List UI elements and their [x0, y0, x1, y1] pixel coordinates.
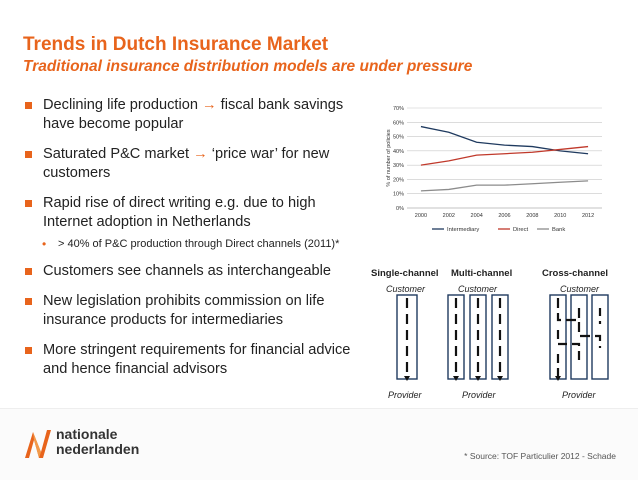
y-tick-label: 20% [393, 177, 404, 183]
sub-bullet-text: > 40% of P&C production through Direct c… [58, 238, 340, 250]
bullet-text: Saturated P&C market [43, 146, 194, 162]
bullet-text-after: ‘price war’ for new customers [43, 146, 330, 181]
y-tick-label: 40% [393, 149, 404, 155]
x-tick-label: 2010 [554, 213, 566, 219]
single-provider-label: Provider [388, 390, 423, 400]
bullet-square-icon [25, 151, 32, 158]
arrowheads [404, 376, 561, 381]
lion-logo-icon [25, 430, 51, 458]
x-tick-label: 2002 [443, 213, 455, 219]
slide-subtitle: Traditional insurance distribution model… [23, 58, 473, 75]
arrow-right-icon: → [193, 146, 208, 162]
x-tick-label: 2008 [526, 213, 538, 219]
x-tick-label: 2000 [415, 213, 427, 219]
cross-channel-title: Cross-channel [542, 268, 608, 279]
cross-provider-label: Provider [562, 390, 597, 400]
bullet-advice: More stringent requirements for financia… [23, 341, 368, 379]
series-line-intermediary [420, 125, 589, 155]
logo-line-1: nationale [56, 426, 118, 442]
bullet-text: Declining life production [43, 97, 202, 113]
multi-channel-title: Multi-channel [451, 268, 512, 279]
x-tick-label: 2004 [471, 213, 483, 219]
legend-label-bank: Bank [552, 227, 565, 233]
source-note: * Source: TOF Particulier 2012 - Schade [464, 451, 616, 461]
sub-bullet-dot-icon: • [42, 237, 47, 251]
bullet-square-icon [25, 102, 32, 109]
x-tick-label: 2012 [582, 213, 594, 219]
y-axis-label: % of number of policies [386, 129, 392, 186]
footer-band [0, 408, 638, 480]
cross-customer-label: Customer [560, 284, 600, 294]
single-channel-title: Single-channel [371, 268, 439, 279]
bullet-pc-market: Saturated P&C market → ‘price war’ for n… [23, 145, 368, 183]
arrow-right-icon: → [202, 97, 217, 113]
bullet-square-icon [25, 297, 32, 305]
channel-arrows [405, 298, 602, 376]
y-tick-label: 70% [393, 106, 404, 112]
bullet-square-icon [25, 200, 32, 207]
bullet-text-after: fiscal bank savings have become popular [43, 97, 344, 132]
slide-title: Trends in Dutch Insurance Market [23, 34, 329, 55]
series-line-direct [420, 145, 589, 166]
y-tick-label: 10% [393, 192, 404, 198]
x-tick-label: 2006 [498, 213, 510, 219]
legend-label-direct: Direct [513, 227, 529, 233]
y-tick-label: 30% [393, 163, 404, 169]
multi-customer-label: Customer [458, 284, 498, 294]
bullet-life-production: Declining life production → fiscal bank … [23, 96, 368, 134]
single-customer-label: Customer [386, 284, 426, 294]
bullet-legislation: New legislation prohibits commission on … [23, 292, 368, 330]
bullet-list: Declining life production → fiscal bank … [23, 96, 368, 390]
y-tick-label: 50% [393, 135, 404, 141]
logo-line-2: nederlanden [56, 441, 140, 457]
brand-logo-text: nationale nederlanden [56, 427, 139, 457]
distribution-line-chart: 0% 10% 20% 30% 40% 50% 60% 70% 2000 2002 2004 2006 2… [386, 106, 602, 233]
bullet-channels: Customers see channels as interchangeabl… [23, 262, 368, 281]
bullet-square-icon [25, 346, 32, 354]
bullet-text: New legislation prohibits commission on … [43, 292, 325, 328]
legend-label-intermediary: Intermediary [447, 227, 479, 233]
channel-diagram: Single-channel Multi-channel Cross-chann… [371, 268, 609, 400]
bullet-text: More stringent requirements for financia… [43, 341, 351, 377]
sub-bullet-direct-share: • > 40% of P&C production through Direct… [23, 237, 368, 252]
bullet-text: Rapid rise of direct writing e.g. due to… [43, 195, 316, 230]
series-line-bank [420, 180, 589, 192]
y-tick-label: 60% [393, 120, 404, 126]
bullet-text: Customers see channels as interchangeabl… [43, 262, 331, 279]
multi-provider-label: Provider [462, 390, 497, 400]
y-tick-label: 0% [396, 206, 404, 212]
bullet-square-icon [25, 267, 32, 275]
bullet-direct-writing: Rapid rise of direct writing e.g. due to… [23, 194, 368, 232]
